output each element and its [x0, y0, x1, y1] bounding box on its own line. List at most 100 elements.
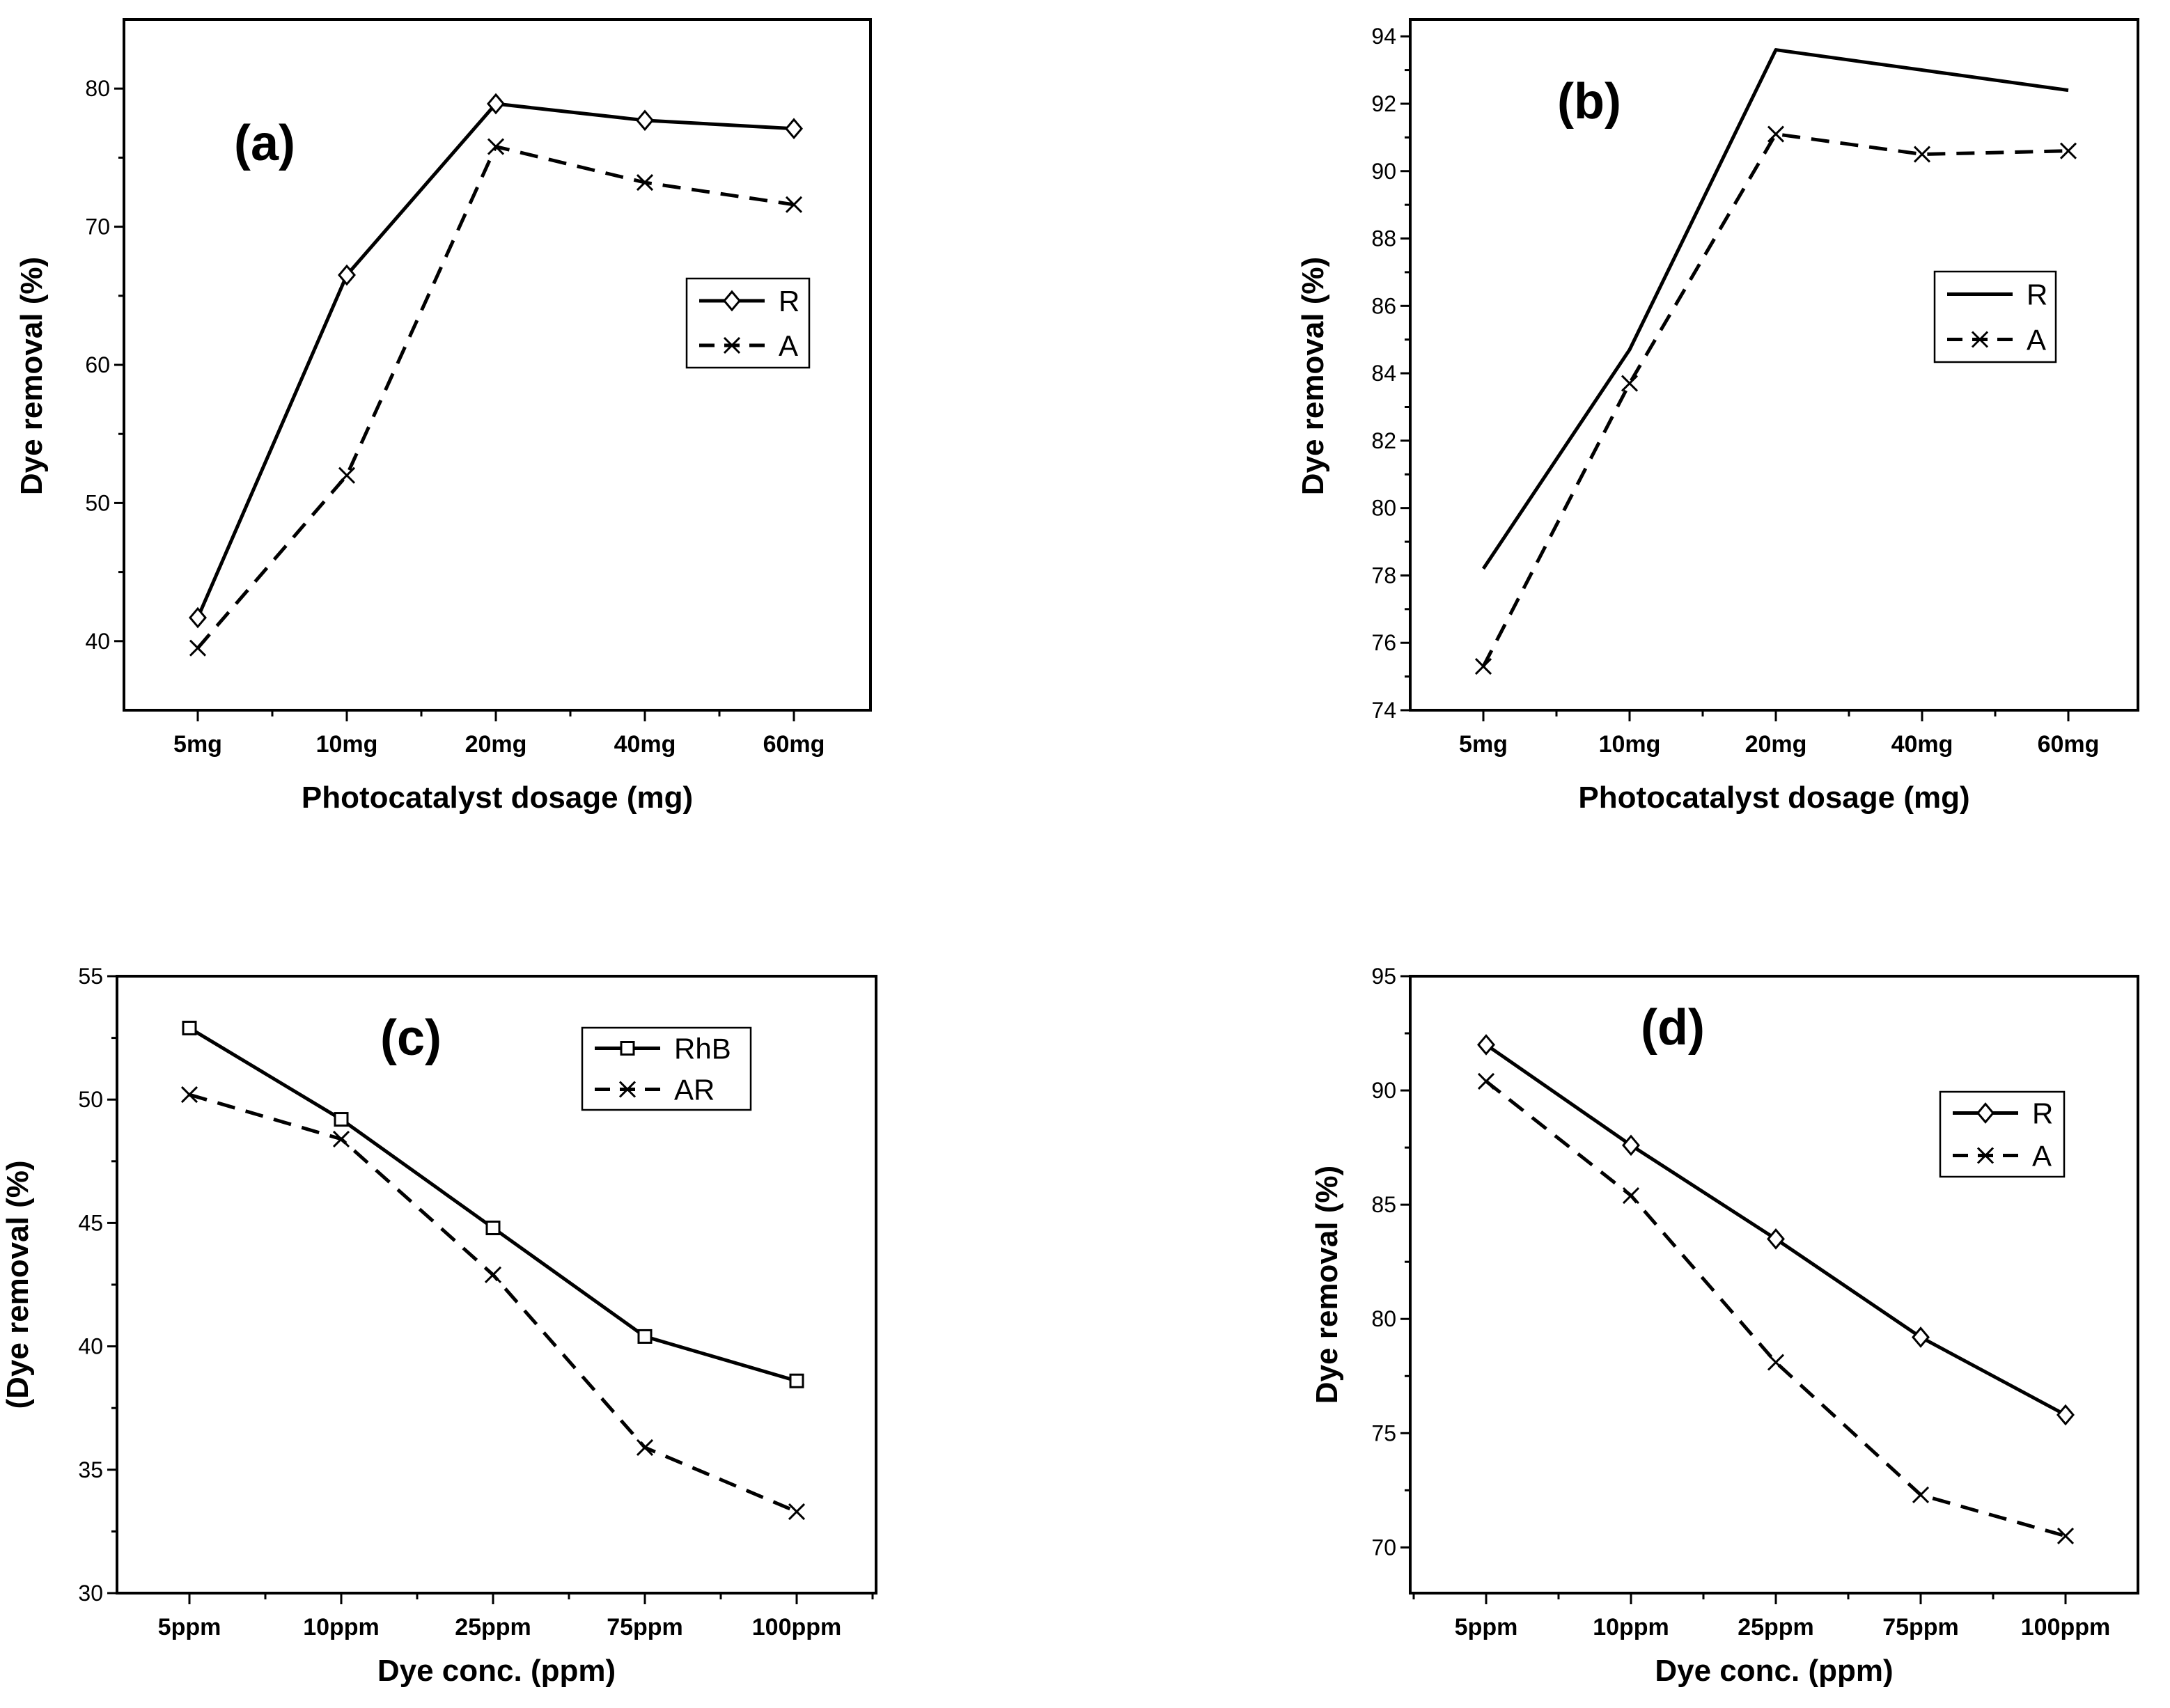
panel-d-series-R-point: [1477, 1034, 1495, 1056]
panel-c-ytick-label: 40: [78, 1334, 103, 1359]
panel-a-series-A-point: [189, 639, 207, 657]
panel-b-series-A-point: [1474, 658, 1492, 675]
panel-d: 70 75 80 85 90 95 5ppm 10ppm 25ppm 75ppm 100ppm Dye…: [1310, 964, 2139, 1688]
panel-d-xtick-label: 100ppm: [2021, 1614, 2111, 1640]
panel-a-legend-box: [685, 277, 811, 369]
panel-c-xtick-label: 10ppm: [303, 1614, 380, 1640]
panel-b-xtick-label: 40mg: [1891, 731, 1953, 758]
panel-c: 30 35 40 45 50 55 5ppm 10ppm 25ppm 75ppm 100ppm Dye…: [1, 964, 877, 1688]
panel-c-series-AR-point: [332, 1130, 350, 1147]
panel-a-ytick-label: 60: [85, 352, 110, 377]
panel-a-xtick-label: 40mg: [614, 731, 676, 758]
panel-d-series-A-line: [1485, 1079, 2066, 1538]
panel-d-legend-label-R: R: [2032, 1097, 2053, 1130]
panel-c-ytick-label: 55: [78, 964, 103, 989]
panel-b-xlabel: Photocatalyst dosage (mg): [1578, 781, 1969, 815]
panel-a-series-A-point: [785, 196, 803, 213]
panel-d-legend-box: [1939, 1090, 2066, 1178]
panel-c-series-RhB-point: [789, 1373, 804, 1388]
panel-c-xlabel: Dye conc. (ppm): [377, 1654, 616, 1688]
panel-b-ytick-label: 94: [1371, 24, 1396, 49]
panel-b-xtick-label: 60mg: [2038, 731, 2100, 758]
panel-d-xtick-label: 25ppm: [1738, 1614, 1814, 1640]
panel-b-label: (b): [1557, 74, 1621, 130]
panel-d-ytick-label: 80: [1371, 1306, 1396, 1331]
panel-d-legend-label-A: A: [2032, 1140, 2052, 1173]
panel-b-ytick-label: 86: [1371, 293, 1396, 318]
panel-d-series-R-point: [2056, 1404, 2075, 1426]
panel-a-xtick-label: 10mg: [316, 731, 378, 758]
panel-a-series-A-point: [487, 138, 505, 155]
panel-b-ylabel: Dye removal (%): [1296, 257, 1330, 495]
panel-b-series-R-line: [1481, 48, 2069, 570]
panel-d-xtick-label: 75ppm: [1882, 1614, 1959, 1640]
panel-d-frame: [1409, 975, 2139, 1595]
panel-b-xtick-label: 10mg: [1599, 731, 1661, 758]
panel-d-legend-marker-A: [1976, 1147, 1995, 1164]
panel-a-ytick-label: 40: [85, 629, 110, 654]
panel-a-ylabel: Dye removal (%): [15, 257, 49, 495]
panel-c-series-RhB-point: [485, 1220, 501, 1235]
panel-b-legend-label-R: R: [2027, 279, 2047, 311]
panel-c-ytick-label: 45: [78, 1210, 103, 1235]
panel-a-xtick-label: 5mg: [173, 731, 222, 758]
panel-b-legend-box: [1933, 270, 2057, 363]
panel-c-ytick-label: 50: [78, 1087, 103, 1112]
panel-d-series-A-point: [1767, 1354, 1785, 1371]
panel-a-ytick-label: 70: [85, 214, 110, 240]
panel-d-xtick-label: 10ppm: [1593, 1614, 1669, 1640]
panel-c-series-AR-point: [484, 1266, 502, 1283]
panel-c-xtick-label: 5ppm: [158, 1614, 221, 1640]
panel-a-legend-marker-A: [723, 336, 741, 354]
panel-b-ytick-label: 90: [1371, 159, 1396, 184]
panel-c-xtick-label: 75ppm: [607, 1614, 683, 1640]
panel-c-legend-marker-RhB: [620, 1041, 635, 1056]
panel-b-series-A-point: [1621, 375, 1639, 392]
panel-c-legend-label-RhB: RhB: [674, 1033, 731, 1065]
panel-c-series-RhB-point: [334, 1112, 349, 1127]
panel-a-series-A-point: [338, 467, 356, 484]
panel-a-legend-label-A: A: [779, 329, 798, 362]
panel-a-xtick-label: 20mg: [465, 731, 527, 758]
panel-b-ytick-label: 74: [1371, 698, 1396, 723]
panel-a-label: (a): [234, 116, 295, 171]
panel-c-legend-label-AR: AR: [674, 1074, 715, 1106]
panel-b-ytick-label: 76: [1371, 630, 1396, 655]
panel-a-xlabel: Photocatalyst dosage (mg): [302, 781, 693, 815]
panel-b-series-A-point: [1913, 146, 1931, 163]
panel-b-xtick-label: 20mg: [1745, 731, 1807, 758]
panel-d-series-R-point: [1622, 1134, 1640, 1157]
panel-c-xtick-label: 25ppm: [455, 1614, 531, 1640]
panel-a-series-R-point: [189, 606, 207, 629]
panel-d-series-R-point: [1767, 1228, 1785, 1250]
panel-a-series-R-point: [487, 93, 505, 115]
panel-b-series-A-point: [1767, 125, 1785, 143]
panel-a-series-A-point: [636, 174, 654, 191]
panel-d-xlabel: Dye conc. (ppm): [1655, 1654, 1893, 1688]
panel-b-ytick-label: 78: [1371, 563, 1396, 588]
panel-b-series-A-point: [2059, 142, 2077, 159]
panel-c-series-AR-point: [788, 1503, 806, 1521]
panel-d-series-A-point: [1912, 1486, 1930, 1503]
panel-a-series-R-point: [636, 109, 654, 132]
panel-d-series-A-point: [2056, 1527, 2075, 1545]
panel-a-xtick-label: 60mg: [763, 731, 825, 758]
panel-d-legend-marker-R: [1976, 1102, 1995, 1124]
panel-c-series-RhB-point: [182, 1020, 197, 1035]
panel-d-label: (d): [1641, 1000, 1705, 1056]
panel-b-legend-label-A: A: [2027, 324, 2046, 357]
panel-a-series-R-point: [338, 264, 356, 286]
panel-d-xtick-label: 5ppm: [1455, 1614, 1518, 1640]
panel-a-legend-label-R: R: [779, 285, 799, 318]
panel-d-ylabel: Dye removal (%): [1310, 1166, 1344, 1404]
panel-d-series-R-point: [1912, 1326, 1930, 1348]
panel-d-ytick-label: 95: [1371, 964, 1396, 989]
panel-c-ytick-label: 35: [78, 1457, 103, 1482]
panel-a: 40 50 60 70 80 5mg 10mg 20mg 40mg 60mg Photocataly…: [15, 18, 872, 815]
panel-a-legend-marker-R: [723, 290, 741, 312]
panel-d-ytick-label: 70: [1371, 1535, 1396, 1560]
panel-c-xtick-label: 100ppm: [752, 1614, 842, 1640]
panel-d-ytick-label: 75: [1371, 1420, 1396, 1445]
panel-c-ylabel: (Dye removal (%): [1, 1160, 35, 1409]
